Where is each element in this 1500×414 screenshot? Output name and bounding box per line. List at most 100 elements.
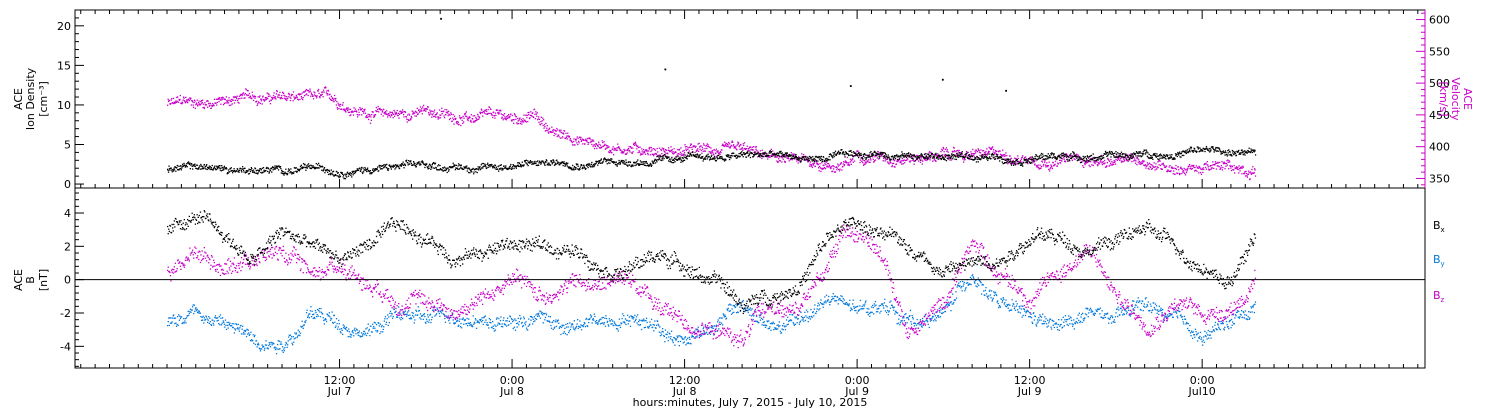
density-series-point [341, 172, 343, 175]
velocity-series-point [723, 141, 726, 143]
density-series-point [1065, 154, 1067, 156]
density-series-point [1073, 151, 1075, 154]
density-series-point [538, 164, 540, 166]
velocity-series-point [732, 145, 734, 147]
velocity-series-point [412, 113, 414, 115]
velocity-series-point [428, 113, 430, 115]
density-series-point [386, 163, 388, 165]
density-series-point [920, 153, 923, 155]
by-series-point [245, 329, 247, 331]
velocity-series-point [593, 147, 596, 150]
velocity-series-point [1218, 166, 1220, 168]
velocity-series-point [1100, 160, 1102, 162]
density-series-point [781, 155, 783, 158]
velocity-series-point [1136, 164, 1138, 166]
density-series-point [371, 172, 373, 174]
velocity-series-point [675, 151, 677, 153]
density-series-point [865, 157, 867, 159]
density-series-point [565, 162, 567, 164]
velocity-series-point [949, 159, 951, 161]
velocity-series-point [569, 138, 572, 140]
density-series-point [1109, 153, 1112, 155]
density-series-point [1112, 153, 1114, 155]
velocity-series-point [450, 113, 452, 115]
by-series-point [202, 315, 204, 317]
velocity-series-point [560, 129, 562, 131]
density-series-point [914, 160, 917, 162]
by-series-point [244, 333, 246, 335]
velocity-series-point [1203, 168, 1205, 171]
density-series-point [697, 154, 699, 156]
density-series-point [1082, 158, 1084, 161]
density-series-point [372, 169, 374, 171]
velocity-series-point [324, 87, 326, 89]
velocity-series-point [982, 155, 984, 157]
velocity-series-point [328, 97, 331, 99]
velocity-series-point [1206, 164, 1208, 166]
velocity-series-point [930, 151, 932, 154]
density-series-point [776, 152, 778, 154]
velocity-series-point [607, 145, 609, 147]
velocity-series-point [327, 90, 330, 92]
density-series-point [853, 152, 856, 154]
velocity-series-point [1020, 161, 1022, 163]
density-series-point [824, 160, 826, 162]
density-series-point [828, 156, 830, 158]
velocity-series-point [824, 162, 826, 164]
density-series-point [1057, 155, 1059, 157]
velocity-series-point [356, 113, 358, 116]
density-series-point [1075, 154, 1077, 157]
velocity-series-point [568, 135, 570, 137]
density-series-point [766, 155, 768, 158]
velocity-series-point [733, 144, 735, 146]
velocity-series-point [653, 153, 655, 155]
density-series-point [709, 157, 712, 159]
velocity-series-point [941, 148, 943, 150]
velocity-series-point [1154, 166, 1156, 168]
density-series-point [519, 165, 521, 168]
density-series-point [739, 155, 741, 158]
velocity-series-point [652, 153, 654, 156]
velocity-series-point [292, 91, 295, 93]
density-series-point [1128, 158, 1130, 161]
density-series-point [953, 154, 955, 156]
velocity-series-point [1168, 170, 1170, 172]
velocity-series-point [1210, 168, 1212, 170]
density-series-point [334, 174, 336, 176]
velocity-series-point [498, 110, 500, 112]
velocity-series-point [363, 109, 365, 111]
velocity-series-point [498, 112, 501, 114]
velocity-series-point [980, 149, 982, 151]
density-series-point [623, 160, 625, 162]
velocity-series-point [627, 150, 629, 152]
density-series-point [795, 155, 797, 158]
velocity-series-point [826, 166, 828, 168]
velocity-series-point [859, 159, 862, 161]
density-series-point [633, 162, 636, 164]
density-series-point [464, 167, 466, 169]
density-series-point [996, 154, 998, 156]
velocity-series-point [772, 150, 774, 152]
density-series-point [1020, 164, 1022, 166]
velocity-series-point [263, 99, 265, 101]
density-series-point [857, 155, 859, 157]
velocity-series-point [1024, 157, 1026, 159]
density-series-point [255, 170, 257, 172]
velocity-series-point [1043, 163, 1045, 166]
density-series-point [1243, 153, 1245, 155]
velocity-series-point [419, 106, 422, 108]
velocity-series-point [1106, 165, 1108, 167]
velocity-series-point [743, 142, 746, 144]
density-series-point [716, 157, 718, 159]
density-series-point [963, 156, 965, 158]
density-series-point [258, 169, 261, 171]
velocity-series-point [983, 151, 986, 154]
density-series-point [760, 155, 762, 157]
velocity-series-point [350, 110, 352, 113]
velocity-series-point [1144, 164, 1146, 167]
velocity-series-point [452, 117, 454, 119]
velocity-series-point [1032, 162, 1034, 164]
velocity-series-point [503, 114, 505, 117]
density-series-point [998, 157, 1000, 159]
velocity-series-point [723, 144, 725, 147]
